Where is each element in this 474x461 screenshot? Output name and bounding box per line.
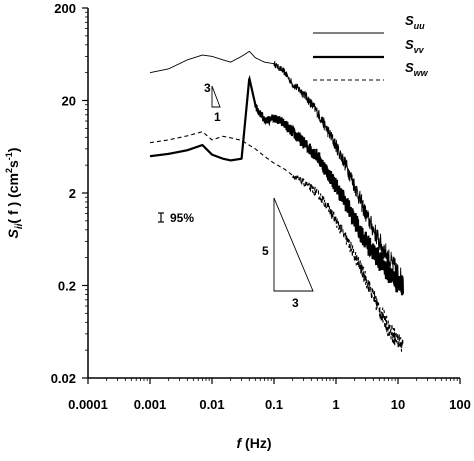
- y-tick-label: 20: [62, 94, 76, 109]
- series-layer: [149, 50, 405, 352]
- x-tick-label: 0.1: [265, 397, 283, 412]
- y-axis-title: Sii( f ) (cm2s-1): [4, 148, 25, 239]
- y-title-mid2: s: [5, 160, 21, 168]
- legend-symbol: S: [405, 37, 414, 52]
- legend-label-vv: Svv: [405, 37, 425, 55]
- y-tick-label: 0.02: [51, 371, 76, 386]
- y-title-s: S: [5, 228, 21, 238]
- slope-small-rise: 3: [204, 81, 211, 95]
- slope-large-rise: 5: [262, 244, 269, 258]
- y-title-sub: ii: [14, 223, 25, 229]
- legend-label-uu: Suu: [405, 13, 425, 31]
- x-axis-title: f (Hz): [237, 435, 272, 451]
- slope-small-run: 1: [214, 110, 221, 124]
- series-line-uu: [149, 50, 404, 291]
- x-tick-label: 100: [449, 397, 471, 412]
- legend-symbol: S: [405, 60, 414, 75]
- x-axis-title-italic: f: [237, 435, 243, 451]
- y-tick-label: 0.2: [58, 279, 76, 294]
- y-title-end: ): [5, 148, 21, 153]
- axes: 0.0001 0.001 0.01 0.1 1 10 100 0.02 0.2 2 20 200 f (…: [4, 1, 471, 451]
- y-tick-label: 200: [54, 1, 76, 16]
- y-title-sup2: -1: [4, 152, 14, 160]
- x-tick-label: 0.001: [134, 397, 167, 412]
- series-line-ww: [149, 131, 404, 352]
- y-title-sup1: 2: [4, 168, 14, 173]
- slope-large-run: 3: [292, 296, 299, 310]
- x-axis-title-rest: (Hz): [241, 435, 271, 451]
- legend-subscript: uu: [414, 21, 425, 31]
- slope-triangle-large: [273, 197, 314, 292]
- legend-subscript: ww: [414, 68, 429, 78]
- y-tick-label: 2: [69, 186, 76, 201]
- slope-triangle-small: [211, 85, 221, 108]
- legend-subscript: vv: [414, 45, 425, 55]
- confidence-label: 95%: [170, 211, 194, 225]
- annotations: 3 1 5 3 95%: [158, 81, 314, 310]
- legend-label-ww: Sww: [405, 60, 429, 78]
- x-tick-label: 10: [391, 397, 405, 412]
- x-tick-label: 0.01: [199, 397, 224, 412]
- series-line-vv: [149, 75, 405, 296]
- legend-symbol: S: [405, 13, 414, 28]
- y-title-mid: ( f ) (cm: [5, 173, 21, 224]
- x-tick-label: 1: [332, 397, 339, 412]
- x-tick-label: 0.0001: [68, 397, 108, 412]
